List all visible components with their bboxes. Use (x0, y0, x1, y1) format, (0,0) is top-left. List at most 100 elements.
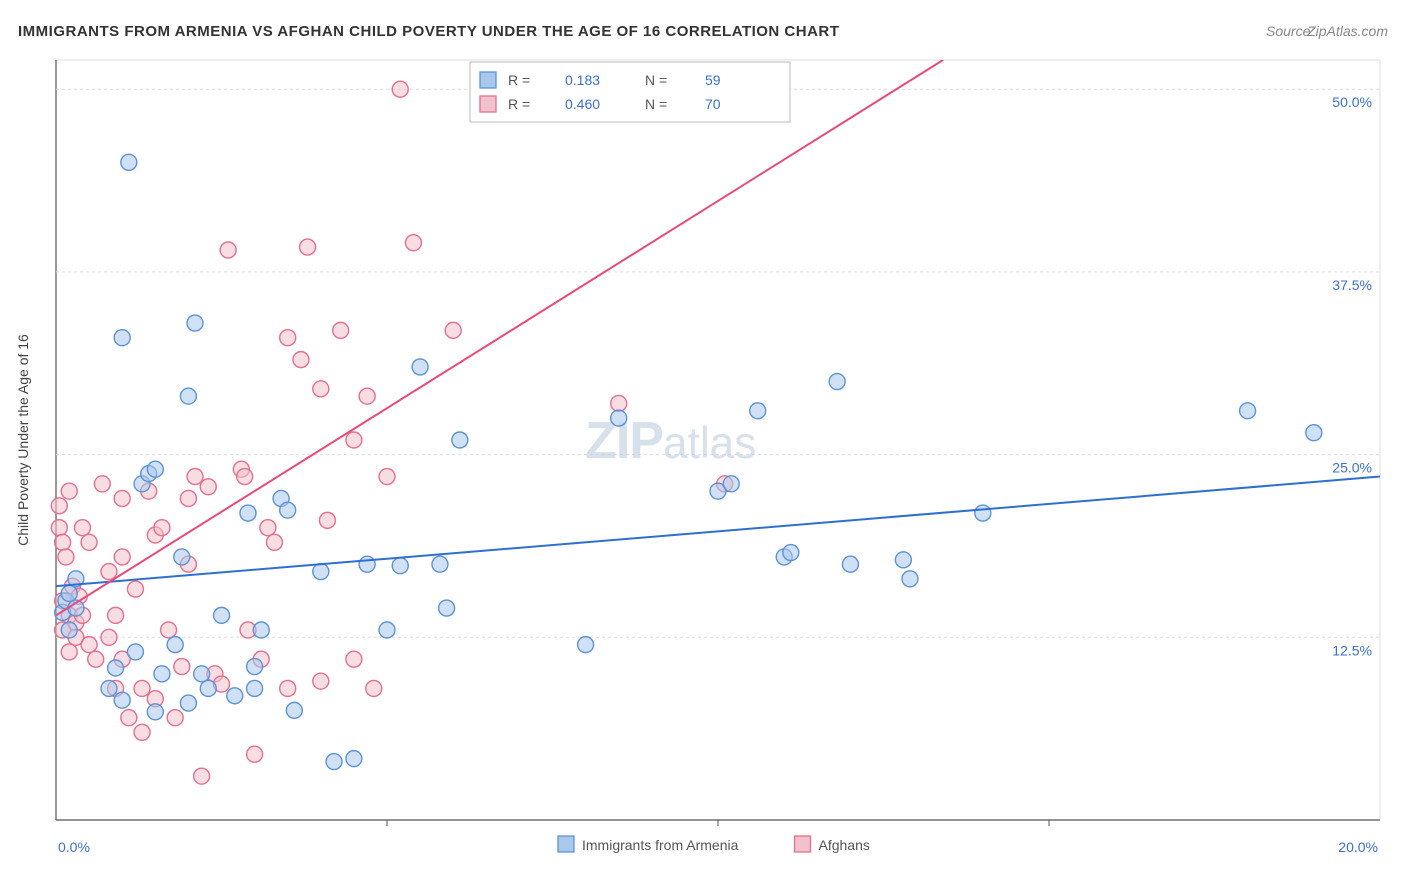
afghan-point (58, 549, 74, 565)
y-axis-label: Child Poverty Under the Age of 16 (15, 334, 31, 546)
armenia-point (194, 666, 210, 682)
afghan-point (333, 322, 349, 338)
chart-title: IMMIGRANTS FROM ARMENIA VS AFGHAN CHILD … (18, 23, 839, 40)
afghan-point (134, 724, 150, 740)
afghan-point (359, 388, 375, 404)
armenia-point (180, 695, 196, 711)
bottom-legend-swatch (795, 836, 811, 852)
stats-r-value: 0.183 (565, 72, 600, 88)
afghan-point (61, 483, 77, 499)
afghan-point (280, 680, 296, 696)
afghan-point (51, 498, 67, 514)
armenia-point (975, 505, 991, 521)
afghan-point (319, 512, 335, 528)
afghan-point (167, 710, 183, 726)
armenia-point (114, 692, 130, 708)
armenia-point (452, 432, 468, 448)
afghan-point (187, 469, 203, 485)
armenia-point (200, 680, 216, 696)
afghan-point (280, 330, 296, 346)
stats-r-value: 0.460 (565, 96, 600, 112)
armenia-point (108, 660, 124, 676)
armenia-point (187, 315, 203, 331)
afghan-point (379, 469, 395, 485)
armenia-point (114, 330, 130, 346)
afghan-point (121, 710, 137, 726)
armenia-point (147, 704, 163, 720)
afghan-point (114, 490, 130, 506)
afghan-point (247, 746, 263, 762)
bottom-legend-label: Immigrants from Armenia (582, 837, 739, 853)
afghan-point (366, 680, 382, 696)
stats-n-value: 59 (705, 72, 721, 88)
source-link[interactable]: ZipAtlas.com (1306, 23, 1388, 39)
stats-n-value: 70 (705, 96, 721, 112)
afghan-point (293, 352, 309, 368)
afghan-point (74, 520, 90, 536)
stats-r-label: R = (508, 96, 530, 112)
afghan-point (55, 534, 71, 550)
afghan-point (611, 395, 627, 411)
y-tick-label: 50.0% (1332, 94, 1372, 110)
legend-swatch (480, 72, 496, 88)
svg-text:atlas: atlas (663, 419, 756, 468)
afghan-point (220, 242, 236, 258)
afghan-point (61, 644, 77, 660)
armenia-point (842, 556, 858, 572)
stats-legend-box (470, 62, 790, 122)
armenia-point (61, 622, 77, 638)
armenia-point (578, 637, 594, 653)
afghan-point (134, 680, 150, 696)
y-tick-label: 25.0% (1332, 460, 1372, 476)
armenia-point (227, 688, 243, 704)
afghan-point (200, 479, 216, 495)
afghan-point (51, 520, 67, 536)
y-tick-label: 12.5% (1332, 642, 1372, 658)
armenia-point (101, 680, 117, 696)
armenia-point (147, 461, 163, 477)
legend-swatch (480, 96, 496, 112)
armenia-point (286, 702, 302, 718)
afghan-point (194, 768, 210, 784)
x-tick-label: 0.0% (58, 839, 90, 855)
afghan-point (180, 490, 196, 506)
armenia-point (439, 600, 455, 616)
afghan-point (127, 581, 143, 597)
armenia-point (829, 374, 845, 390)
armenia-point (61, 585, 77, 601)
armenia-point (432, 556, 448, 572)
afghan-point (161, 622, 177, 638)
afghan-point (101, 564, 117, 580)
armenia-point (1240, 403, 1256, 419)
armenia-point (253, 622, 269, 638)
armenia-point (723, 476, 739, 492)
afghan-point (174, 659, 190, 675)
armenia-point (392, 558, 408, 574)
stats-n-label: N = (645, 72, 667, 88)
armenia-point (174, 549, 190, 565)
armenia-point (346, 751, 362, 767)
afghan-point (114, 549, 130, 565)
afghan-point (108, 607, 124, 623)
armenia-point (121, 154, 137, 170)
armenia-point (412, 359, 428, 375)
afghan-point (154, 520, 170, 536)
bottom-legend-label: Afghans (819, 837, 870, 853)
armenia-point (902, 571, 918, 587)
afghan-point (101, 629, 117, 645)
armenia-point (359, 556, 375, 572)
afghan-point (81, 534, 97, 550)
armenia-point (611, 410, 627, 426)
y-tick-label: 37.5% (1332, 277, 1372, 293)
stats-r-label: R = (508, 72, 530, 88)
armenia-point (247, 680, 263, 696)
armenia-point (247, 659, 263, 675)
stats-n-label: N = (645, 96, 667, 112)
afghan-point (346, 651, 362, 667)
armenia-point (895, 552, 911, 568)
afghan-point (392, 81, 408, 97)
afghan-point (300, 239, 316, 255)
x-tick-label: 20.0% (1338, 839, 1378, 855)
afghan-point (81, 637, 97, 653)
bottom-legend-swatch (558, 836, 574, 852)
